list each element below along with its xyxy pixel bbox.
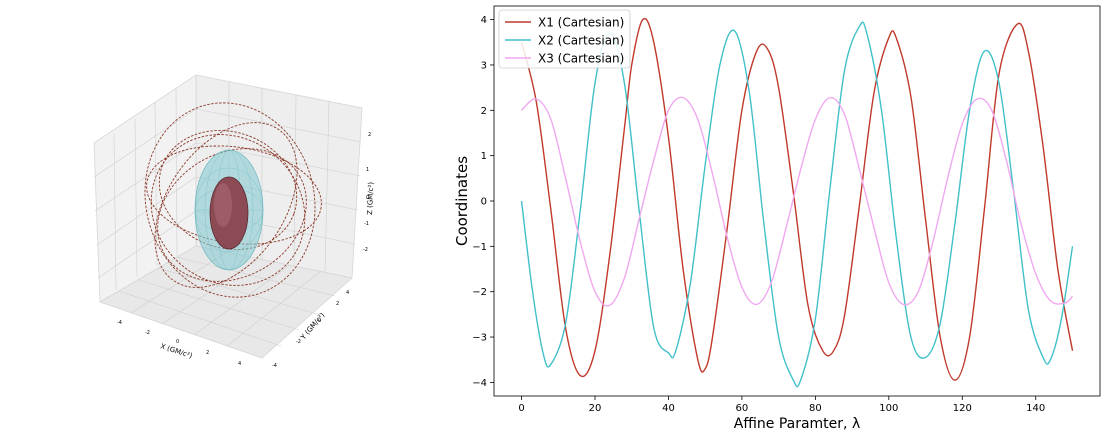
legend-label: X3 (Cartesian) (538, 52, 624, 66)
y-tick-label: 2 (336, 301, 339, 307)
x-tick-label: -2 (145, 330, 150, 336)
y-tick-label: −2 (472, 287, 487, 298)
x-tick-label: -4 (117, 320, 122, 326)
x-tick-label: 60 (736, 403, 749, 414)
y-tick-label: −1 (472, 242, 487, 253)
series-line-x3 (521, 96, 1074, 307)
y-tick-label: 3 (481, 60, 487, 71)
x-tick-label: 2 (206, 350, 209, 356)
y-tick-label: -4 (272, 363, 277, 369)
x-tick-label: 0 (518, 403, 524, 414)
z-tick-label: 2 (368, 132, 371, 138)
x-tick-label: 4 (238, 361, 241, 367)
x-tick-label: 20 (589, 403, 602, 414)
x-tick-label: 120 (953, 403, 972, 414)
y-tick-label: 4 (346, 290, 349, 296)
y-tick-label: −3 (472, 333, 487, 344)
x-tick-label: 100 (879, 403, 898, 414)
panel-3d: -2 -1 0 1 2 Z (GM/c²) -4 -2 0 2 4 X (GM/… (93, 74, 375, 369)
legend: X1 (Cartesian) X2 (Cartesian) X3 (Cartesia… (498, 9, 631, 69)
y-tick-label: −4 (472, 378, 487, 389)
y-tick-label: 0 (481, 197, 487, 208)
x-tick-label: 40 (662, 403, 675, 414)
z-tick-label: -2 (363, 247, 368, 253)
y-tick-label: 0 (318, 318, 321, 324)
y-tick-label: -2 (296, 339, 301, 345)
x-ticks: 0 20 40 60 80 100 120 140 (518, 396, 1045, 414)
y-axis-label: Coordinates (453, 156, 471, 246)
z-tick-label: 1 (366, 167, 369, 173)
line-chart: −4 −3 −2 −1 0 1 2 3 4 0 20 40 60 80 100 120 140 Coordin… (453, 5, 1101, 432)
z-ticks: -2 -1 0 1 2 (363, 132, 371, 253)
inner-surface-highlight (214, 183, 232, 227)
legend-label: X1 (Cartesian) (538, 16, 624, 30)
legend-box (498, 9, 631, 69)
y-tick-label: 2 (481, 106, 487, 117)
y-ticks: −4 −3 −2 −1 0 1 2 3 4 (472, 15, 494, 389)
x-tick-label: 80 (809, 403, 822, 414)
z-tick-label: 0 (366, 195, 369, 201)
series-line-x1 (520, 17, 1074, 381)
y-tick-label: 4 (481, 15, 487, 26)
x-axis-label: Affine Paramter, λ (734, 416, 860, 432)
pane-floor (99, 245, 353, 359)
z-axis-label: Z (GM/c²) (366, 182, 375, 215)
y-ticks: -4 -2 0 2 4 (272, 290, 349, 369)
legend-label: X2 (Cartesian) (538, 34, 624, 48)
x-tick-label: 140 (1026, 403, 1045, 414)
x-ticks: -4 -2 0 2 4 (117, 320, 241, 367)
y-tick-label: 1 (481, 151, 487, 162)
z-tick-label: -1 (364, 221, 369, 227)
x-tick-label: 0 (176, 339, 179, 345)
